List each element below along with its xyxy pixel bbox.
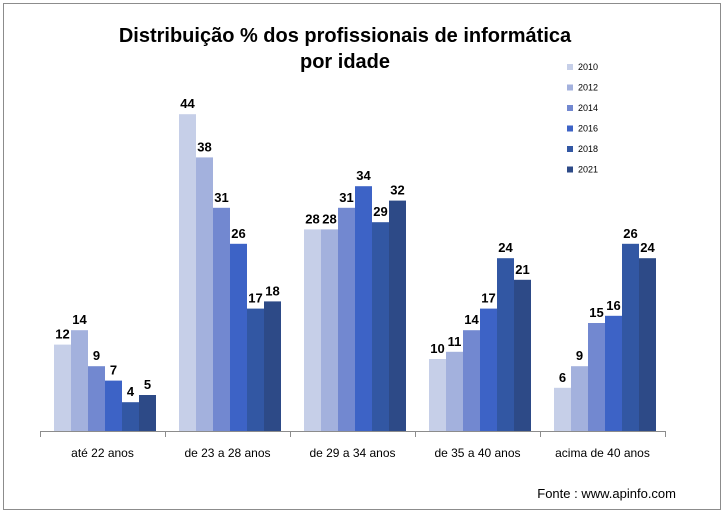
value-label-2014-cat-4: 15	[589, 305, 603, 320]
bar-2016-cat-3	[480, 308, 497, 431]
value-label-2012-cat-0: 14	[72, 312, 87, 327]
bar-2018-cat-4	[622, 243, 639, 431]
value-label-2010-cat-1: 44	[180, 96, 195, 111]
bar-2016-cat-1	[230, 243, 247, 431]
value-label-2014-cat-3: 14	[464, 312, 479, 327]
legend-label-2016: 2016	[578, 124, 598, 134]
value-label-2021-cat-3: 21	[515, 262, 529, 277]
legend-label-2021: 2021	[578, 165, 598, 175]
value-label-2012-cat-4: 9	[576, 348, 583, 363]
legend-swatch-2018	[567, 146, 573, 152]
category-label-1: de 23 a 28 anos	[184, 446, 270, 460]
value-label-2018-cat-3: 24	[498, 240, 513, 255]
legend-swatch-2021	[567, 166, 573, 173]
bar-2010-cat-0	[54, 344, 71, 431]
bar-2016-cat-0	[105, 380, 122, 431]
legend-swatch-2012	[567, 84, 573, 91]
value-label-2010-cat-2: 28	[305, 211, 319, 226]
bar-2014-cat-2	[338, 207, 355, 431]
bar-2021-cat-4	[639, 258, 656, 431]
value-label-2016-cat-1: 26	[231, 226, 245, 241]
bars-layer	[54, 114, 656, 431]
value-label-2010-cat-0: 12	[55, 327, 69, 342]
value-label-2016-cat-2: 34	[356, 168, 371, 183]
value-label-2012-cat-1: 38	[197, 139, 211, 154]
value-label-2010-cat-3: 10	[430, 341, 444, 356]
bar-2021-cat-3	[514, 279, 531, 431]
bar-2016-cat-4	[605, 315, 622, 431]
category-label-0: até 22 anos	[71, 446, 134, 460]
legend-label-2010: 2010	[578, 62, 598, 72]
bar-2014-cat-4	[588, 323, 605, 431]
bar-2010-cat-4	[554, 387, 571, 431]
category-label-3: de 35 a 40 anos	[434, 446, 520, 460]
bar-2016-cat-2	[355, 186, 372, 431]
legend-label-2014: 2014	[578, 103, 598, 113]
bar-2018-cat-2	[372, 222, 389, 431]
value-label-2014-cat-1: 31	[214, 190, 228, 205]
bar-2012-cat-3	[446, 351, 463, 431]
bar-2012-cat-1	[196, 157, 213, 431]
chart-svg: Distribuição % dos profissionais de info…	[40, 25, 676, 501]
bar-2012-cat-0	[71, 330, 88, 431]
value-label-2018-cat-0: 4	[127, 384, 135, 399]
chart-frame: Distribuição % dos profissionais de info…	[3, 3, 721, 510]
value-label-2018-cat-1: 17	[248, 291, 262, 306]
x-axis: até 22 anos de 23 a 28 anos de 29 a 34 ano…	[40, 431, 666, 460]
bar-2012-cat-4	[571, 366, 588, 431]
value-label-2021-cat-4: 24	[640, 240, 655, 255]
bar-2021-cat-1	[264, 301, 281, 431]
value-label-2016-cat-4: 16	[606, 298, 620, 313]
value-label-2010-cat-4: 6	[559, 370, 566, 385]
category-label-4: acima de 40 anos	[555, 446, 650, 460]
bar-2018-cat-0	[122, 402, 139, 431]
legend-swatch-2016	[567, 125, 573, 132]
value-label-2021-cat-2: 32	[390, 183, 404, 198]
bar-2021-cat-0	[139, 395, 156, 431]
source-note: Fonte : www.apinfo.com	[537, 486, 676, 501]
bar-2014-cat-1	[213, 207, 230, 431]
bar-2014-cat-0	[88, 366, 105, 431]
legend-swatch-2014	[567, 105, 573, 111]
bar-2010-cat-1	[179, 114, 196, 431]
value-label-2021-cat-1: 18	[265, 283, 279, 298]
bar-2012-cat-2	[321, 229, 338, 431]
bar-2018-cat-1	[247, 308, 264, 431]
bar-2018-cat-3	[497, 258, 514, 431]
value-label-2018-cat-2: 29	[373, 204, 387, 219]
value-label-2014-cat-2: 31	[339, 190, 353, 205]
category-label-2: de 29 a 34 anos	[309, 446, 395, 460]
value-label-2016-cat-3: 17	[481, 291, 495, 306]
chart-title-line-2: por idade	[300, 51, 390, 73]
value-label-2014-cat-0: 9	[93, 348, 100, 363]
legend-swatch-2010	[567, 64, 573, 70]
bar-2021-cat-2	[389, 200, 406, 431]
legend-label-2018: 2018	[578, 144, 598, 154]
legend-label-2012: 2012	[578, 83, 598, 93]
legend: 2010 2012 2014 2016 2018 2021	[567, 62, 598, 175]
bar-2010-cat-3	[429, 359, 446, 431]
value-label-2016-cat-0: 7	[110, 363, 117, 378]
bar-2010-cat-2	[304, 229, 321, 431]
value-label-2012-cat-2: 28	[322, 211, 336, 226]
bar-2014-cat-3	[463, 330, 480, 431]
value-label-2018-cat-4: 26	[623, 226, 637, 241]
value-label-2021-cat-0: 5	[144, 377, 151, 392]
value-label-2012-cat-3: 11	[448, 334, 462, 349]
chart-title-line-1: Distribuição % dos profissionais de info…	[119, 25, 572, 47]
